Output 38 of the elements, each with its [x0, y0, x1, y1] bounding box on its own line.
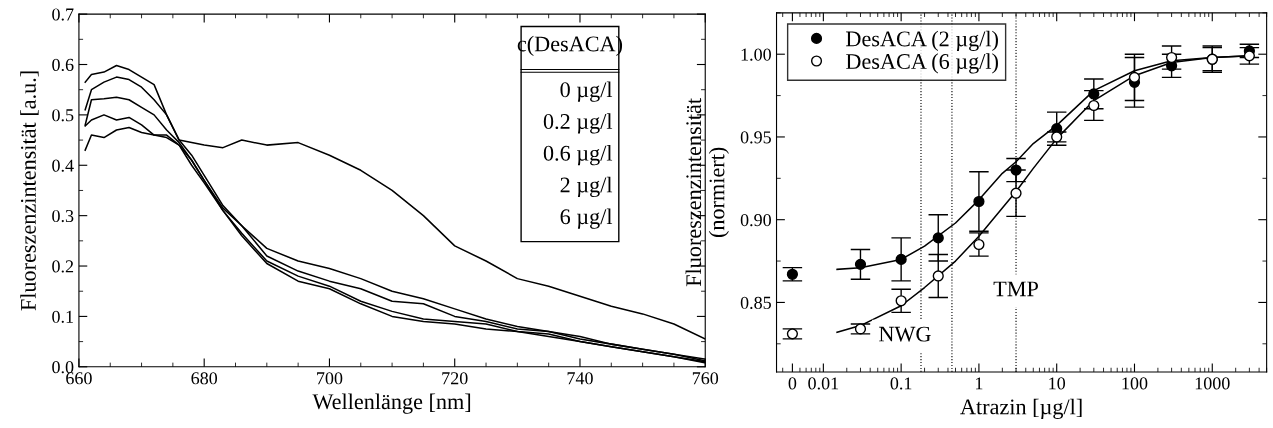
y-tick-label: 1.00 — [741, 48, 771, 61]
legend-label: DesACA (6 µg/l) — [846, 53, 998, 74]
x-axis-title: Wellenlänge [nm] — [312, 393, 471, 414]
y-tick-label: 0.3 — [52, 209, 74, 223]
y-tick-label: 0.90 — [740, 213, 771, 227]
y-tick-label: 0.85 — [740, 296, 771, 309]
annotation: 0.2 µg/l — [543, 113, 613, 134]
annotation: 2 µg/l — [560, 176, 613, 198]
x-tick-label: 0.1 — [890, 377, 912, 390]
annotation: 0 µg/l — [560, 81, 613, 102]
y-tick-label: 0.6 — [52, 58, 74, 72]
y-tick-label: 0.0 — [52, 361, 74, 374]
y-tick-label: 0.7 — [52, 8, 74, 21]
legend-label: DesACA (2 µg/l) — [846, 30, 998, 51]
x-tick-label: 660 — [66, 372, 92, 385]
x-tick-label: 760 — [692, 372, 719, 385]
x-tick-label: 10 — [1049, 377, 1066, 390]
annotation: 0.6 µg/l — [543, 145, 613, 166]
x-tick-label: 0 — [788, 377, 797, 390]
x-tick-label: 740 — [567, 372, 593, 385]
x-tick-label: 700 — [317, 372, 343, 385]
x-tick-label: 0.01 — [808, 377, 839, 390]
annotation: TMP — [993, 281, 1038, 297]
x-tick-label: 1000 — [1195, 377, 1230, 390]
y-tick-label: 0.95 — [740, 131, 771, 144]
annotation: 6 µg/l — [560, 208, 613, 229]
x-tick-label: 1 — [976, 377, 983, 390]
y-axis-title: Fluoreszenzintensität (normiert) — [685, 98, 729, 287]
y-axis-title: Fluoreszenzintensität [a.u.] — [20, 71, 39, 311]
x-axis-title: Atrazin [µg/l] — [960, 398, 1082, 419]
x-tick-label: 680 — [191, 372, 218, 385]
x-tick-label: 720 — [442, 372, 468, 385]
y-tick-label: 0.4 — [52, 159, 74, 172]
y-tick-label: 0.1 — [52, 310, 73, 323]
annotation: NWG — [879, 326, 931, 342]
x-tick-label: 100 — [1122, 377, 1148, 390]
y-tick-label: 0.5 — [52, 109, 74, 122]
y-tick-label: 0.2 — [52, 260, 74, 273]
